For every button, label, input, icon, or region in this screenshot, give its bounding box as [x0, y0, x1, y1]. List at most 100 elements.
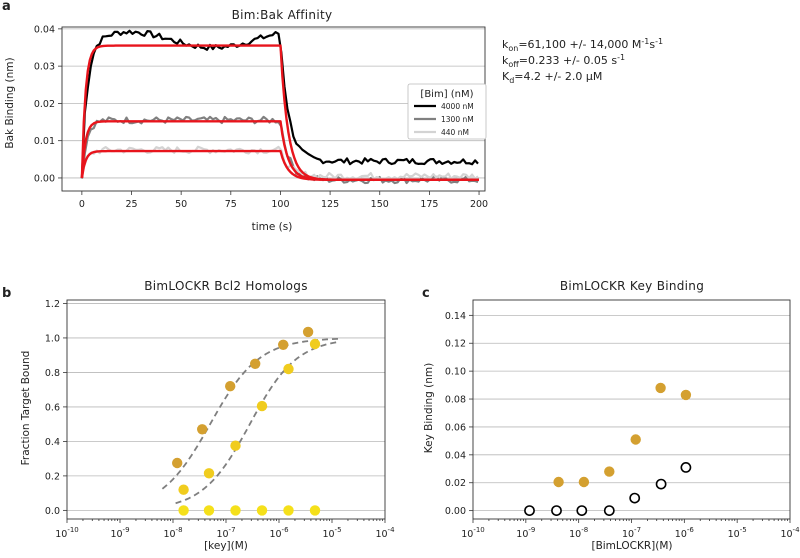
chart-b-point-homolog-1	[225, 381, 236, 392]
chart-a-xtick-label: 175	[420, 199, 438, 210]
chart-a-xlabel: time (s)	[252, 221, 293, 233]
chart-c-point-open	[551, 505, 562, 516]
chart-b-point-homolog-2	[203, 468, 215, 479]
chart-c-ytick-label: 0.00	[445, 506, 466, 517]
chart-a-title: Bim:Bak Affinity	[232, 8, 333, 22]
chart-c-title: BimLOCKR Key Binding	[560, 279, 704, 293]
chart-b-point-homolog-3	[309, 505, 321, 516]
chart-b-xtick-label: 10-5	[322, 526, 341, 540]
chart-c-ylabel: Key Binding (nm)	[423, 363, 435, 453]
chart-a-series-440-nM	[80, 145, 479, 181]
chart-b-xtick-label: 10-8	[163, 526, 182, 540]
chart-b-frame	[66, 299, 386, 520]
chart-a-ytick-label: 0.03	[34, 62, 55, 73]
chart-c-xtick-label: 10-10	[461, 526, 485, 540]
chart-a-series-4000-nM	[80, 29, 479, 179]
annotation-kd: Kd=4.2 +/- 2.0 μM	[502, 70, 602, 85]
chart-c-ytick-label: 0.02	[445, 478, 466, 489]
chart-c-point-open	[680, 461, 692, 473]
chart-c-xlabel: [BimLOCKR](M)	[591, 540, 672, 552]
chart-b-point-homolog-3	[230, 505, 241, 516]
chart-b-ytick-label: 0.8	[45, 368, 60, 379]
chart-b-point-homolog-1	[302, 326, 314, 338]
chart-b-title: BimLOCKR Bcl2 Homologs	[144, 279, 308, 293]
chart-a-fit-curve-3	[80, 149, 479, 182]
chart-c-xtick-label: 10-9	[516, 526, 535, 540]
legend-label-440: 440 nM	[441, 128, 469, 137]
chart-b-point-homolog-2	[309, 338, 321, 350]
chart-b-xtick-label: 10-4	[375, 526, 395, 540]
chart-c-xtick-label: 10-4	[780, 526, 800, 540]
chart-b-point-homolog-1	[197, 424, 208, 435]
chart-a-xtick-label: 125	[321, 199, 339, 210]
chart-b-fit-curve-2	[175, 340, 341, 505]
chart-a-ytick-label: 0.02	[34, 99, 55, 110]
chart-c-point-open	[603, 505, 615, 516]
chart-b-point-homolog-3	[178, 505, 189, 516]
chart-c-xtick-label: 10-8	[569, 526, 588, 540]
chart-b-ytick-label: 0.6	[45, 402, 60, 413]
chart-b-point-homolog-1	[278, 339, 289, 350]
chart-c-point-open	[524, 505, 535, 516]
chart-a-annotations: kon=61,100 +/- 14,000 M-1s-1 koff=0.233 …	[502, 37, 663, 85]
chart-b: 0.0 0.2 0.4 0.6 0.8 1.0 1.2 10-10 10-9 10-8 10-7 10…	[45, 299, 395, 540]
legend-box	[407, 83, 487, 140]
chart-a-legend: [Bim] (nM) 4000 nM 1300 nM 440 nM	[407, 83, 487, 140]
chart-a-xtick-label: 200	[470, 199, 488, 210]
chart-b-point-homolog-3	[203, 505, 215, 516]
chart-c: 0.00 0.02 0.04 0.06 0.08 0.10 0.12 0.14 10-10 10-…	[445, 299, 800, 540]
annotation-kon: kon=61,100 +/- 14,000 M-1s-1	[502, 37, 663, 53]
chart-b-xtick-label: 10-7	[216, 526, 235, 540]
chart-c-xtick-label: 10-5	[728, 526, 747, 540]
chart-b-ytick-label: 1.0	[45, 333, 60, 344]
chart-c-ytick-label: 0.14	[445, 311, 466, 322]
chart-c-xtick-label: 10-6	[675, 526, 695, 540]
chart-a-xtick-label: 0	[79, 199, 85, 210]
legend-label-4000: 4000 nM	[441, 102, 474, 111]
chart-c-xtick-label: 10-7	[622, 526, 641, 540]
chart-c-ytick-label: 0.08	[445, 395, 466, 406]
chart-c-frame	[472, 299, 791, 520]
chart-b-point-homolog-3	[256, 505, 268, 516]
legend-label-1300: 1300 nM	[441, 115, 474, 124]
chart-c-point-filled	[604, 466, 615, 477]
chart-c-ytick-label: 0.10	[445, 367, 466, 378]
chart-c-point-filled	[630, 434, 641, 445]
chart-c-ytick-label: 0.06	[445, 422, 466, 433]
chart-a-xtick-label: 75	[225, 199, 237, 210]
chart-c-point-open	[576, 505, 588, 516]
chart-c-point-open	[629, 492, 641, 504]
legend-title: [Bim] (nM)	[420, 89, 473, 100]
chart-b-ytick-label: 0.2	[45, 471, 60, 482]
chart-b-point-homolog-1	[250, 358, 261, 369]
chart-b-xtick-label: 10-9	[110, 526, 129, 540]
chart-b-xtick-label: 10-6	[269, 526, 289, 540]
panel-label-c: c	[422, 286, 430, 301]
chart-b-ytick-label: 0.0	[45, 506, 60, 517]
chart-c-point-filled	[680, 389, 692, 401]
panel-label-b: b	[2, 286, 11, 301]
chart-b-point-homolog-2	[230, 440, 241, 451]
chart-c-point-filled	[655, 382, 666, 394]
chart-a-ytick-label: 0.01	[34, 136, 55, 147]
chart-c-point-filled	[578, 476, 590, 488]
chart-a-ytick-label: 0.00	[34, 173, 55, 184]
chart-a-xtick-label: 50	[175, 199, 187, 210]
chart-a-ylabel: Bak Binding (nm)	[4, 57, 16, 148]
chart-a-xtick-label: 150	[371, 199, 389, 210]
chart-a-xtick-label: 25	[125, 199, 137, 210]
chart-c-ytick-label: 0.12	[445, 339, 466, 350]
annotation-koff: koff=0.233 +/- 0.05 s-1	[502, 53, 625, 69]
chart-b-point-homolog-1	[172, 457, 183, 469]
chart-b-point-homolog-2	[178, 484, 189, 495]
chart-b-point-homolog-3	[283, 505, 294, 516]
chart-b-point-homolog-2	[283, 363, 294, 375]
panel-label-a: a	[2, 0, 11, 14]
chart-a-ytick-label: 0.04	[34, 24, 55, 35]
chart-c-point-open	[655, 478, 667, 490]
chart-b-point-homolog-2	[256, 400, 268, 412]
chart-a-xtick-label: 100	[271, 199, 289, 210]
chart-b-xlabel: [key](M)	[204, 540, 248, 552]
chart-b-ytick-label: 1.2	[45, 299, 60, 310]
